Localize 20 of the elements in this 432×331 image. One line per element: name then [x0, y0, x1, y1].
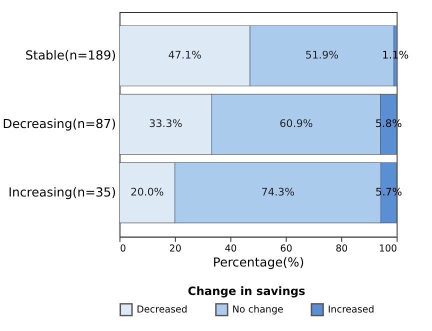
x-tick-label: 100 [378, 243, 398, 254]
data-label: 20.0% [130, 186, 164, 199]
y-tick-label: Increasing(n=35) [8, 184, 116, 200]
legend-label: Increased [328, 304, 374, 316]
data-label: 51.9% [305, 50, 339, 62]
x-tick-label: 40 [224, 243, 237, 254]
data-label: 33.3% [148, 118, 182, 130]
data-label: 47.1% [168, 50, 202, 62]
x-axis-title: Percentage(%) [212, 254, 304, 270]
y-tick-label: Stable(n=189) [25, 48, 116, 63]
x-tick-label: 80 [336, 243, 348, 254]
data-label: 60.9% [279, 118, 313, 130]
legend-title: Change in savings [188, 284, 306, 298]
y-tick-label: Decreasing(n=87) [2, 116, 116, 132]
x-tick-label: 20 [169, 243, 182, 254]
x-tick-label: 0 [120, 243, 126, 254]
legend-label: Decreased [136, 304, 188, 316]
x-tick-label: 60 [280, 243, 292, 254]
data-label: 74.3% [261, 186, 295, 199]
legend-label: No change [232, 304, 284, 316]
